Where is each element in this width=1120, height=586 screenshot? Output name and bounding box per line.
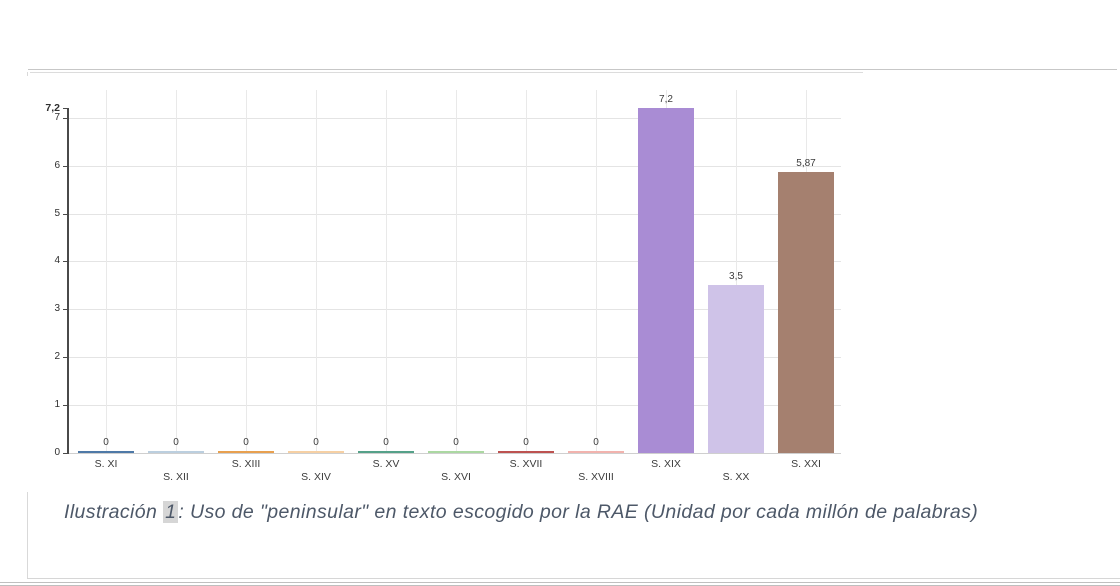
gridline-vertical — [526, 90, 527, 453]
y-axis-tick — [63, 108, 67, 109]
gridline-vertical — [176, 90, 177, 453]
gridline-vertical — [386, 90, 387, 453]
gridline-vertical — [246, 90, 247, 453]
bar-value-label: 0 — [383, 437, 389, 448]
page-top-border-long — [28, 69, 1117, 70]
y-axis-label: 7 — [54, 112, 60, 123]
y-axis-tick — [63, 405, 67, 406]
bar-value-label: 0 — [243, 437, 249, 448]
y-axis-label: 4 — [54, 255, 60, 266]
x-axis-label: S. XI — [94, 458, 118, 470]
gridline-vertical — [456, 90, 457, 453]
y-axis-tick — [63, 309, 67, 310]
bar-value-label: 0 — [103, 437, 109, 448]
x-axis-label: S. XVI — [441, 471, 471, 483]
gridline-vertical — [106, 90, 107, 453]
bar-value-label: 7,2 — [659, 94, 673, 105]
y-axis-tick — [63, 214, 67, 215]
y-axis-label: 1 — [54, 399, 60, 410]
gridline-horizontal — [68, 261, 841, 262]
y-axis-tick — [63, 261, 67, 262]
y-axis-line — [67, 108, 69, 454]
y-axis-label: 7,2 — [45, 101, 60, 114]
bar-s-xi — [78, 451, 134, 453]
page-bottom-border — [27, 578, 1120, 579]
bar-s-xii — [148, 451, 204, 453]
bar-s-xviii — [568, 451, 624, 453]
x-axis-line — [68, 453, 841, 454]
bar-s-xx — [708, 285, 764, 453]
gridline-horizontal — [68, 405, 841, 406]
gridline-horizontal — [68, 166, 841, 167]
caption-number-field: 1 — [163, 501, 179, 523]
bar-value-label: 0 — [453, 437, 459, 448]
x-axis-label: S. XIV — [301, 471, 331, 483]
bar-s-xvi — [428, 451, 484, 453]
embedded-bar-chart[interactable]: 7,2 7 6 5 4 3 2 1 0 0 S. XI 0 S. XII 0 S. XIII 0 S. XIV 0… — [22, 76, 872, 492]
y-axis-tick — [63, 357, 67, 358]
x-axis-label: S. XXI — [791, 458, 821, 470]
bar-value-label: 0 — [593, 437, 599, 448]
y-axis-tick — [63, 166, 67, 167]
bar-s-xiii — [218, 451, 274, 453]
bar-s-xiv — [288, 451, 344, 453]
bar-value-label: 0 — [523, 437, 529, 448]
bar-value-label: 0 — [313, 437, 319, 448]
gridline-horizontal — [68, 214, 841, 215]
x-axis-label: S. XII — [163, 471, 189, 483]
bar-s-xxi — [778, 172, 834, 453]
page-top-border-short — [30, 72, 863, 73]
gridline-vertical — [736, 90, 737, 453]
x-axis-label: S. XIX — [651, 458, 681, 470]
bar-s-xv — [358, 451, 414, 453]
x-axis-label: S. XX — [722, 471, 750, 483]
x-axis-label: S. XVIII — [578, 471, 614, 483]
y-axis-tick — [63, 118, 67, 119]
figure-caption[interactable]: Ilustración 1: Uso de "peninsular" en te… — [64, 501, 978, 524]
x-axis-label: S. XVII — [509, 458, 543, 470]
gridline-vertical — [596, 90, 597, 453]
x-axis-label: S. XIII — [231, 458, 261, 470]
bar-value-label: 3,5 — [729, 271, 743, 282]
caption-label: Ilustración — [64, 501, 164, 523]
y-axis-tick — [63, 453, 67, 454]
x-axis-label: S. XV — [372, 458, 400, 470]
bar-s-xvii — [498, 451, 554, 453]
bar-value-label: 5,87 — [796, 158, 816, 169]
y-axis-label: 2 — [54, 351, 60, 362]
bar-value-label: 0 — [173, 437, 179, 448]
y-axis-label: 6 — [54, 160, 60, 171]
gridline-horizontal — [68, 357, 841, 358]
y-axis-label: 3 — [54, 303, 60, 314]
gridline-horizontal — [68, 118, 841, 119]
y-axis-label: 5 — [54, 208, 60, 219]
y-axis-label: 0 — [54, 447, 60, 458]
bar-s-xix — [638, 108, 694, 453]
gridline-horizontal — [68, 309, 841, 310]
gridline-vertical — [316, 90, 317, 453]
window-bottom-rule-1 — [0, 582, 1120, 583]
caption-text: : Uso de "peninsular" en texto escogido … — [178, 501, 979, 523]
